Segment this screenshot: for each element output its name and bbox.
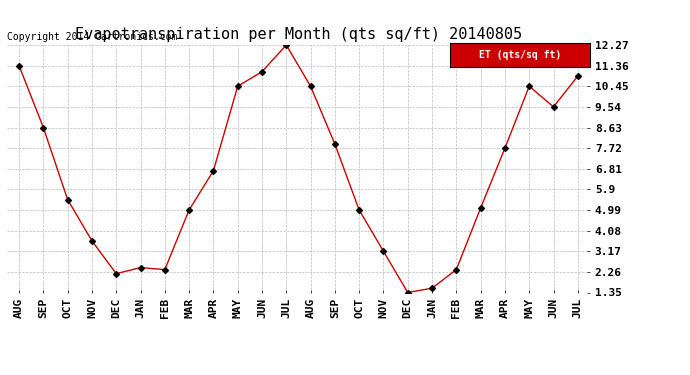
Text: Copyright 2014 Cartronics.com: Copyright 2014 Cartronics.com <box>7 32 177 42</box>
Title: Evapotranspiration per Month (qts sq/ft) 20140805: Evapotranspiration per Month (qts sq/ft)… <box>75 27 522 42</box>
